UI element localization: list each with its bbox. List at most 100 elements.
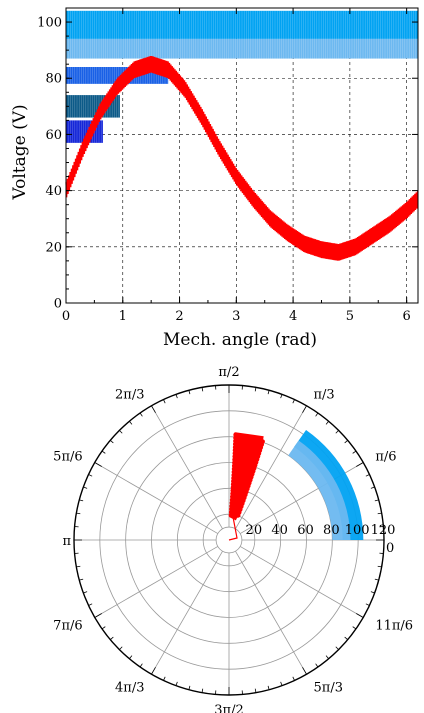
- polar-spoke: [94, 462, 219, 534]
- polar-series-red: [228, 432, 265, 521]
- polar-spoke: [151, 405, 223, 530]
- polar-tick: [302, 667, 307, 675]
- y-tick-label: 60: [45, 128, 62, 143]
- polar-tick: [356, 613, 364, 618]
- polar-spoke: [239, 546, 364, 618]
- polar-theta-label: 5π/6: [53, 450, 82, 465]
- polar-series-red-tail: [228, 516, 238, 541]
- polar-tick: [280, 681, 283, 686]
- polar-tick: [119, 430, 123, 434]
- polar-tick: [335, 430, 339, 434]
- polar-tick: [292, 676, 295, 681]
- polar-tick: [88, 474, 93, 477]
- polar-r-tick-label: 40: [271, 523, 288, 538]
- polar-r-tick-label: 100: [345, 523, 370, 538]
- y-tick-label: 20: [45, 240, 62, 255]
- polar-theta-label: 4π/3: [115, 680, 144, 695]
- polar-tick: [254, 387, 257, 392]
- polar-tick: [377, 512, 382, 515]
- polar-theta-label: 11π/6: [375, 619, 413, 634]
- polar-tick: [83, 486, 88, 489]
- polar-theta-label: 7π/6: [53, 619, 82, 634]
- polar-theta-label: 3π/2: [214, 703, 243, 713]
- x-tick-label: 5: [346, 309, 354, 324]
- polar-spoke: [151, 550, 223, 675]
- y-tick-label: 100: [37, 16, 62, 31]
- polar-tick: [129, 655, 133, 659]
- polar-tick: [325, 655, 329, 659]
- y-tick-label: 80: [45, 72, 62, 87]
- polar-tick: [139, 663, 143, 668]
- polar-tick: [110, 440, 114, 444]
- polar-tick: [94, 613, 102, 618]
- polar-spoke: [94, 546, 219, 618]
- x-tick-label: 0: [62, 309, 70, 324]
- polar-tick: [151, 667, 156, 675]
- polar-series-band: [288, 440, 351, 540]
- polar-tick: [79, 499, 84, 502]
- polar-r-tick-label: 60: [297, 523, 314, 538]
- polar-tick: [370, 486, 375, 489]
- polar-tick: [119, 646, 123, 650]
- x-tick-label: 2: [175, 309, 183, 324]
- polar-tick: [315, 663, 319, 668]
- polar-tick: [374, 578, 379, 581]
- polar-tick: [365, 603, 370, 606]
- polar-tick: [292, 399, 295, 404]
- y-tick-label: 0: [54, 297, 62, 312]
- x-tick-label: 6: [403, 309, 411, 324]
- polar-tick: [344, 636, 348, 640]
- polar-theta-label: 0: [386, 541, 394, 556]
- polar-tick: [344, 440, 348, 444]
- polar-tick: [352, 626, 357, 630]
- polar-tick: [151, 405, 156, 413]
- polar-theta-label: π/2: [218, 365, 239, 380]
- polar-tick: [129, 421, 133, 425]
- polar-tick: [83, 591, 88, 594]
- polar-tick: [88, 603, 93, 606]
- polar-tick: [302, 405, 307, 413]
- x-tick-label: 3: [232, 309, 240, 324]
- polar-tick: [370, 591, 375, 594]
- polar-tick: [163, 399, 166, 404]
- polar-tick: [201, 387, 204, 392]
- polar-tick: [374, 499, 379, 502]
- y-axis-label: Voltage (V): [10, 104, 30, 200]
- polar-theta-label: 2π/3: [115, 388, 144, 403]
- polar-tick: [94, 462, 102, 467]
- polar-tick: [110, 636, 114, 640]
- y-tick-label: 40: [45, 184, 62, 199]
- polar-r-tick-label: 80: [323, 523, 340, 538]
- polar-tick: [163, 676, 166, 681]
- polar-tick: [356, 462, 364, 467]
- polar-theta-label: π/3: [314, 388, 335, 403]
- x-tick-label: 4: [289, 309, 297, 324]
- polar-tick: [377, 565, 382, 568]
- polar-tick: [188, 390, 191, 395]
- polar-theta-label: π/6: [375, 450, 396, 465]
- polar-r-tick-label: 20: [246, 523, 263, 538]
- polar-tick: [101, 626, 106, 630]
- polar-tick: [175, 681, 178, 686]
- polar-theta-label: 5π/3: [314, 680, 343, 695]
- voltage-series-line: [65, 55, 419, 261]
- polar-tick: [325, 421, 329, 425]
- polar-tick: [188, 685, 191, 690]
- polar-tick: [315, 412, 319, 417]
- polar-tick: [335, 646, 339, 650]
- polar-spoke: [235, 550, 307, 675]
- polar-tick: [79, 578, 84, 581]
- polar-tick: [267, 390, 270, 395]
- polar-tick: [175, 394, 178, 399]
- polar-chart: 20 40 60 80 100 120 0 π/6 π/3 π/2 2π/3 5π/6 π 7π/6 4π/…: [53, 365, 413, 713]
- polar-tick: [365, 474, 370, 477]
- polar-spoke: [235, 405, 307, 530]
- polar-r-tick-label: 120: [371, 523, 396, 538]
- polar-tick: [76, 565, 81, 568]
- polar-tick: [76, 512, 81, 515]
- voltage-band: [66, 38, 418, 59]
- x-tick-label: 1: [119, 309, 127, 324]
- polar-tick: [201, 688, 204, 693]
